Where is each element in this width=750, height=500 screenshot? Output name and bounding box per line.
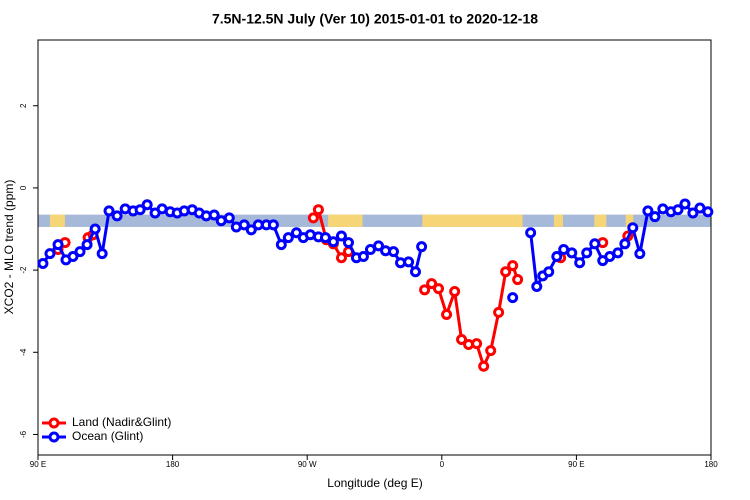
data-point — [335, 230, 347, 242]
data-point — [500, 266, 512, 278]
data-point — [357, 251, 369, 263]
chart-title: 7.5N-12.5N July (Ver 10) 2015-01-01 to 2… — [212, 11, 538, 27]
data-point — [471, 338, 483, 350]
data-point — [282, 232, 294, 244]
land-span — [328, 214, 363, 227]
data-point — [574, 257, 586, 269]
data-point — [566, 247, 578, 259]
data-point — [589, 238, 601, 250]
data-point — [327, 236, 339, 248]
data-point — [290, 227, 302, 239]
land-span — [49, 214, 65, 227]
y-tick-label: 2 — [19, 103, 28, 108]
data-point — [67, 251, 79, 263]
data-point — [456, 334, 468, 346]
data-point — [342, 237, 354, 249]
x-tick-label: 90 E — [30, 460, 46, 469]
data-point — [426, 278, 438, 290]
data-point — [208, 209, 220, 221]
data-point — [543, 266, 555, 278]
land-span — [553, 214, 563, 227]
data-point — [419, 284, 431, 296]
data-point — [433, 283, 445, 295]
data-point — [531, 281, 543, 293]
data-point — [81, 239, 93, 251]
data-point — [551, 251, 563, 263]
land-span — [594, 214, 607, 227]
y-tick-label: -2 — [19, 266, 28, 274]
data-point — [44, 248, 56, 260]
data-point — [96, 248, 108, 260]
data-point — [416, 241, 428, 253]
data-point — [634, 248, 646, 260]
x-axis-label: Longitude (deg E) — [327, 476, 422, 490]
legend-marker — [48, 431, 60, 443]
data-point — [373, 240, 385, 252]
x-tick-label: 180 — [166, 460, 180, 469]
data-point — [485, 345, 497, 357]
data-point — [307, 212, 319, 224]
data-point — [627, 222, 639, 234]
plot-frame — [37, 39, 712, 456]
x-tick-label: 90 W — [298, 460, 317, 469]
data-point — [409, 266, 421, 278]
data-point — [89, 223, 101, 235]
land-span — [422, 214, 523, 227]
data-point — [493, 306, 505, 318]
legend-label: Land (Nadir&Glint) — [72, 415, 171, 429]
x-tick-label: 90 E — [568, 460, 584, 469]
data-point — [275, 239, 287, 251]
data-point — [679, 198, 691, 210]
data-point — [604, 251, 616, 263]
data-point — [642, 205, 654, 217]
data-point — [649, 211, 661, 223]
y-tick-label: 0 — [19, 185, 28, 190]
data-point — [403, 256, 415, 268]
data-point — [141, 199, 153, 211]
land-span — [625, 214, 634, 227]
data-point — [702, 206, 714, 218]
data-point — [245, 224, 257, 236]
data-point — [223, 212, 235, 224]
data-point — [687, 207, 699, 219]
data-point — [267, 219, 279, 231]
data-point — [37, 258, 49, 270]
data-point — [672, 204, 684, 216]
data-point — [74, 246, 86, 258]
data-point — [441, 308, 453, 320]
y-axis-label: XCO2 - MLO trend (ppm) — [2, 180, 16, 315]
legend-marker — [48, 417, 60, 429]
data-point — [387, 246, 399, 258]
data-point — [134, 204, 146, 216]
data-point — [52, 239, 64, 251]
data-point — [312, 204, 324, 216]
data-point — [449, 285, 461, 297]
data-point — [478, 360, 490, 372]
data-point — [507, 260, 519, 272]
data-point — [319, 232, 331, 244]
data-point — [619, 238, 631, 250]
data-point — [103, 205, 115, 217]
data-point — [512, 274, 524, 286]
ocean-band — [38, 214, 711, 227]
data-point — [612, 247, 624, 259]
legend-label: Ocean (Glint) — [72, 429, 143, 443]
data-point — [581, 247, 593, 259]
data-point — [335, 252, 347, 264]
data-point — [364, 244, 376, 256]
y-tick-label: -4 — [19, 348, 28, 356]
x-tick-label: 180 — [704, 460, 718, 469]
data-point — [238, 219, 250, 231]
data-point — [507, 292, 519, 304]
data-point — [111, 210, 123, 222]
y-tick-label: -6 — [19, 430, 28, 438]
data-point — [525, 227, 537, 239]
x-tick-label: 0 — [440, 460, 445, 469]
